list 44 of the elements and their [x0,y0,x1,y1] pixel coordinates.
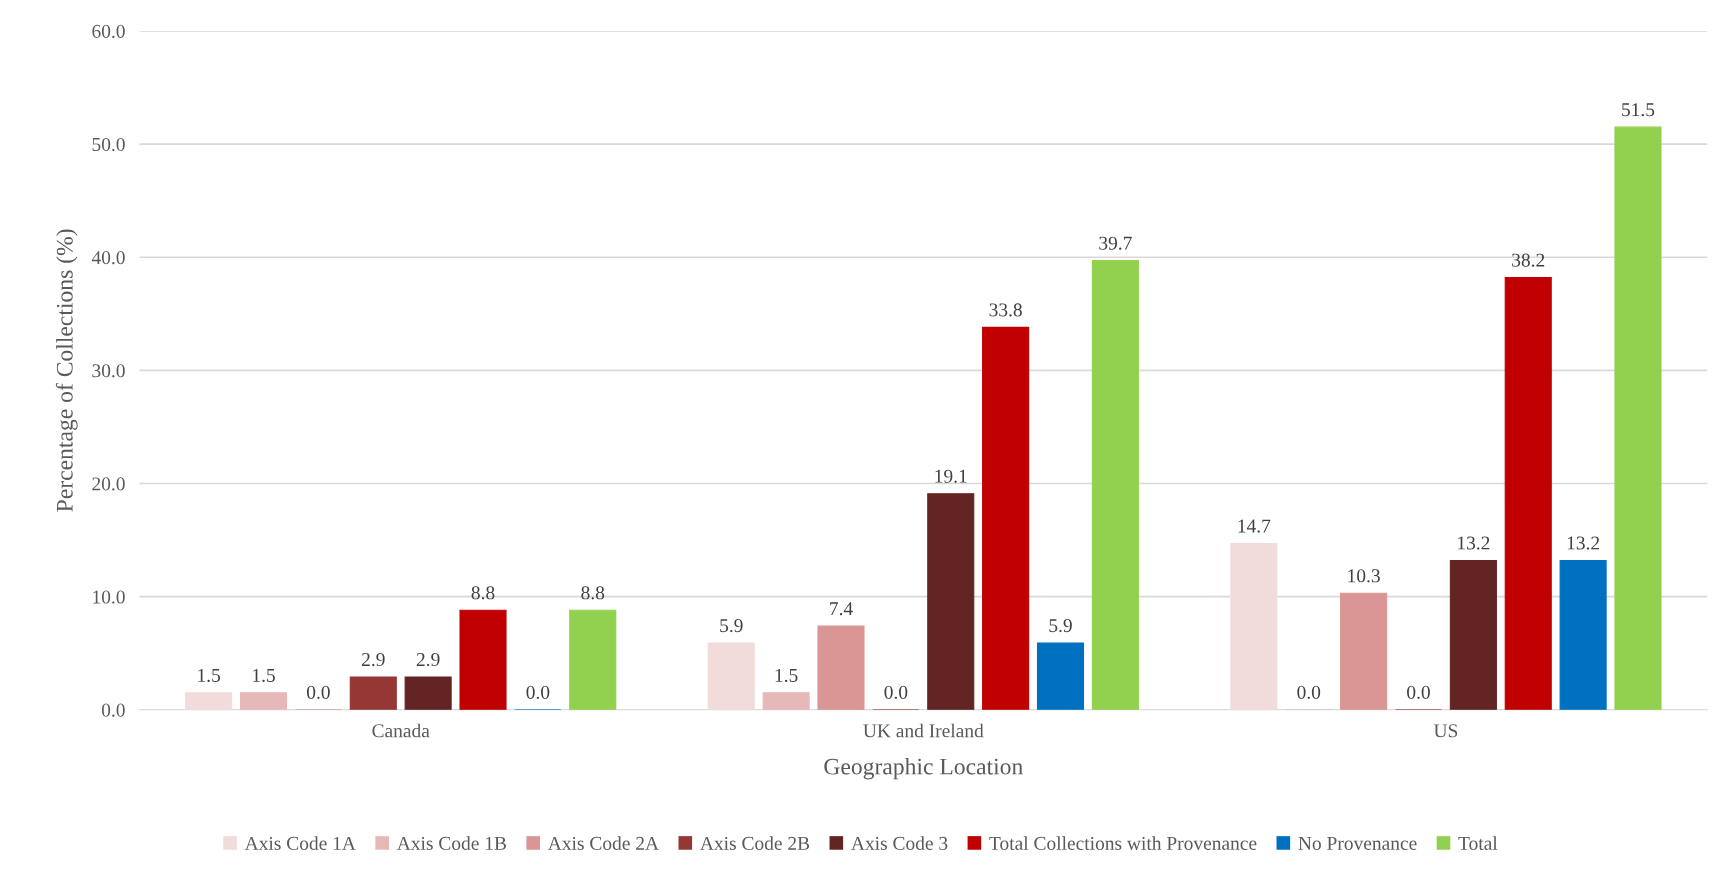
legend-label: Total [1458,836,1498,850]
data-label: 51.5 [1622,103,1655,117]
data-label: 1.5 [198,668,221,682]
x-tick-label: UK and Ireland [863,723,984,738]
y-tick-label: 40.0 [91,251,125,265]
legend-label: Axis Code 2A [547,836,659,850]
y-tick-label: 10.0 [93,590,125,604]
legend-label: No Provenance [1298,837,1417,850]
data-label: 0.0 [1407,685,1430,699]
x-tick-label: US [1433,724,1458,738]
data-label: 0.0 [306,685,330,699]
legend-label: Axis Code 2B [700,836,810,850]
x-tick-label: Canada [372,723,430,738]
data-label: 33.8 [989,303,1022,317]
data-label: 0.0 [884,685,908,699]
y-tick-label: 0.0 [101,703,125,717]
data-label: 7.4 [830,602,853,616]
data-label: 8.8 [471,586,495,600]
legend-label: Total Collections with Provenance [989,836,1257,850]
legend-label: Axis Code 1B [396,836,506,850]
data-label: 8.8 [581,586,605,600]
data-label: 38.2 [1512,253,1545,267]
data-label: 1.5 [775,668,798,682]
legend-label: Axis Code 1A [244,836,356,850]
data-label: 5.9 [1049,619,1072,633]
data-label: 2.9 [361,653,385,667]
data-label: 13.2 [1458,536,1490,550]
data-label: 19.1 [935,469,967,483]
data-label: 14.7 [1238,519,1271,533]
x-axis-title: Geographic Location [824,757,1023,780]
y-tick-label: 30.0 [92,364,125,378]
data-label: 13.2 [1567,536,1600,550]
data-label: 0.0 [526,685,550,699]
data-label: 0.0 [1297,685,1321,699]
y-axis-title: Percentage of Collections (%) [55,229,78,512]
data-label: 39.7 [1099,236,1132,250]
data-label: 10.3 [1348,569,1380,583]
y-tick-label: 50.0 [92,137,125,152]
data-label: 5.9 [720,619,743,633]
data-label: 1.5 [253,668,275,682]
data-label: 2.9 [416,653,440,667]
y-tick-label: 60.0 [92,24,125,38]
y-tick-label: 20.0 [92,477,125,491]
legend-label: Axis Code 3 [851,836,948,850]
